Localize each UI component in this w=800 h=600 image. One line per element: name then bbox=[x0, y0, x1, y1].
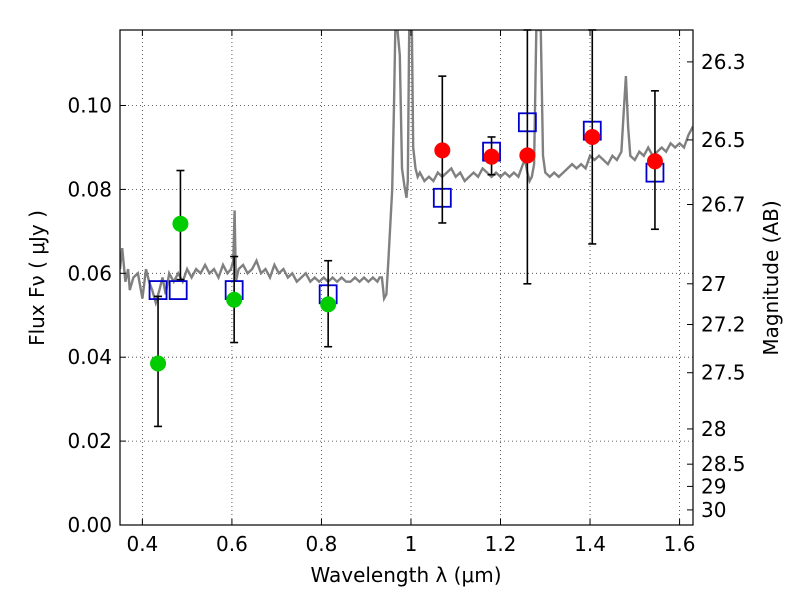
nir-photometry-point bbox=[483, 148, 500, 165]
y-axis-label: Flux Fν ( μJy ) bbox=[25, 210, 49, 346]
x-tick-label: 0.6 bbox=[216, 532, 248, 556]
x-tick-label: 1.2 bbox=[485, 532, 517, 556]
y-tick-label: 0.00 bbox=[67, 513, 112, 537]
optical-photometry-point bbox=[226, 291, 243, 308]
optical-photometry-point bbox=[172, 215, 189, 232]
spectrum-line bbox=[120, 30, 693, 308]
nir-photometry-point bbox=[646, 153, 663, 170]
magnitude-tick-label: 28.5 bbox=[701, 452, 746, 476]
x-tick-label: 0.4 bbox=[126, 532, 158, 556]
y-tick-label: 0.02 bbox=[67, 429, 112, 453]
optical-photometry-point bbox=[150, 355, 167, 372]
magnitude-tick-label: 27 bbox=[701, 272, 726, 296]
y-tick-label: 0.04 bbox=[67, 345, 112, 369]
magnitude-tick-label: 26.7 bbox=[701, 193, 746, 217]
x-tick-label: 1.6 bbox=[664, 532, 696, 556]
magnitude-tick-label: 30 bbox=[701, 498, 726, 522]
magnitude-tick-label: 27.5 bbox=[701, 361, 746, 385]
bandpass-marker bbox=[168, 280, 188, 300]
optical-photometry-point bbox=[320, 296, 337, 313]
spectrum-layer bbox=[120, 30, 693, 308]
nir-photometry-point bbox=[519, 147, 536, 164]
x-tick-label: 1.4 bbox=[574, 532, 606, 556]
magnitude-axis-label: Magnitude (AB) bbox=[759, 200, 783, 355]
x-axis-label: Wavelength λ (μm) bbox=[310, 563, 501, 587]
grid bbox=[120, 30, 693, 526]
magnitude-tick-label: 27.2 bbox=[701, 312, 746, 336]
magnitude-tick-label: 28 bbox=[701, 417, 726, 441]
y-tick-label: 0.08 bbox=[67, 177, 112, 201]
plot-frame bbox=[119, 29, 694, 526]
x-tick-label: 1 bbox=[405, 532, 418, 556]
nir-photometry-point bbox=[584, 128, 601, 145]
magnitude-tick-label: 29 bbox=[701, 474, 726, 498]
x-tick-label: 0.8 bbox=[306, 532, 338, 556]
points-layer bbox=[148, 29, 665, 428]
magnitude-tick-label: 26.5 bbox=[701, 128, 746, 152]
y-tick-label: 0.10 bbox=[67, 94, 112, 118]
ticks: 0.4 0.6 0.8 1 1.2 1.4 1.6 0.00 0.02 0.04 0.06 0.08 0… bbox=[67, 30, 746, 556]
y-tick-label: 0.06 bbox=[67, 261, 112, 285]
magnitude-tick-label: 26.3 bbox=[701, 50, 746, 74]
nir-photometry-point bbox=[434, 142, 451, 159]
